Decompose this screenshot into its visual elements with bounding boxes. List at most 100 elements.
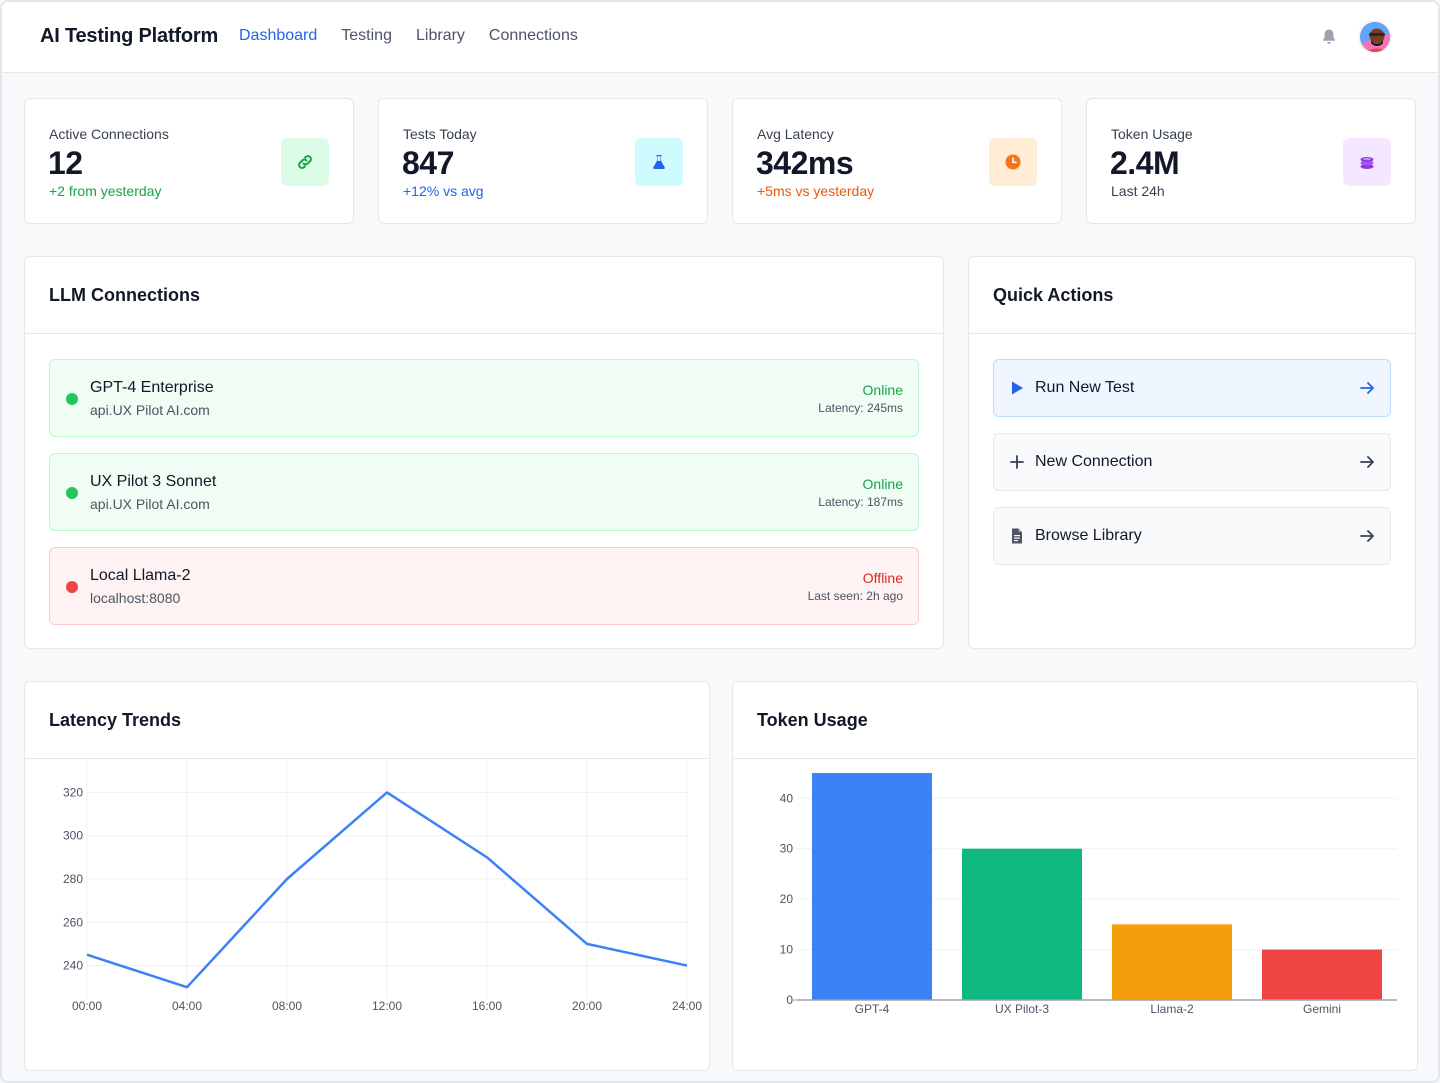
- token-usage-panel: Token Usage 0 10 20 30 40 GPT-4 UX Pilot-3 Llam…: [732, 681, 1418, 1071]
- stat-change: +12% vs avg: [403, 183, 484, 199]
- connection-name: UX Pilot 3 Sonnet: [90, 473, 217, 490]
- y-tick-label: 280: [63, 872, 83, 886]
- main-nav: Dashboard Testing Library Connections: [239, 27, 578, 45]
- stat-value: 12: [48, 145, 83, 181]
- stat-value: 2.4M: [1110, 145, 1180, 181]
- latency-series-line: [86, 791, 688, 989]
- latency-line-chart: 240 260 280 300 320 00:00 04:00 08:00 12:00 16:00…: [63, 760, 702, 1013]
- token-bar-chart: 0 10 20 30 40 GPT-4 UX Pilot-3 Llama-2 Gemini: [780, 773, 1397, 1016]
- connection-detail: Latency: 187ms: [818, 495, 903, 509]
- stat-card-tests-today: Tests Today 847 +12% vs avg: [378, 98, 708, 224]
- browse-library-button[interactable]: Browse Library: [993, 507, 1391, 565]
- connection-item[interactable]: Local Llama-2 localhost:8080 Offline Las…: [49, 547, 919, 625]
- action-label: New Connection: [1035, 453, 1153, 470]
- action-label: Browse Library: [1035, 527, 1142, 544]
- x-tick-label: Gemini: [1303, 1002, 1341, 1016]
- arrow-right-icon: [1358, 453, 1376, 471]
- nav-dashboard[interactable]: Dashboard: [239, 27, 318, 44]
- stat-value: 342ms: [756, 145, 854, 181]
- user-avatar[interactable]: [1358, 20, 1392, 54]
- stat-label: Active Connections: [49, 126, 169, 142]
- stat-card-active-connections: Active Connections 12 +2 from yesterday: [24, 98, 354, 224]
- new-connection-button[interactable]: New Connection: [993, 433, 1391, 491]
- connection-name: Local Llama-2: [90, 567, 191, 584]
- nav-testing[interactable]: Testing: [341, 27, 392, 44]
- bar: [812, 773, 932, 1000]
- y-tick-label: 40: [780, 791, 794, 805]
- arrow-right-icon: [1358, 527, 1376, 545]
- panel-title: Token Usage: [757, 710, 868, 730]
- x-tick-label: 04:00: [172, 999, 202, 1013]
- status-dot: [66, 393, 78, 405]
- y-tick-label: 240: [63, 959, 83, 973]
- play-icon: [1008, 379, 1026, 397]
- action-label: Run New Test: [1035, 379, 1135, 396]
- bar: [1262, 949, 1382, 1000]
- panel-title: Latency Trends: [49, 710, 182, 730]
- link-icon: [281, 138, 329, 186]
- top-navigation-bar: AI Testing Platform Dashboard Testing Li…: [2, 2, 1438, 73]
- divider: [969, 333, 1415, 334]
- bell-icon[interactable]: [1318, 26, 1340, 48]
- latency-trends-panel: Latency Trends 240 260 280 300 320 00:00 04:00…: [24, 681, 710, 1071]
- connection-host: api.UX Pilot AI.com: [90, 496, 210, 512]
- connection-detail: Latency: 245ms: [818, 401, 903, 415]
- y-tick-label: 260: [63, 915, 83, 929]
- x-tick-label: Llama-2: [1150, 1002, 1194, 1016]
- connection-host: api.UX Pilot AI.com: [90, 402, 210, 418]
- y-tick-label: 20: [780, 892, 794, 906]
- bar: [962, 848, 1082, 1000]
- status-dot: [66, 581, 78, 593]
- stat-label: Tests Today: [403, 126, 477, 142]
- x-tick-label: 20:00: [572, 999, 602, 1013]
- stat-change: +5ms vs yesterday: [757, 183, 875, 199]
- x-tick-label: UX Pilot-3: [995, 1002, 1049, 1016]
- document-icon: [1008, 527, 1026, 545]
- connection-host: localhost:8080: [90, 590, 181, 606]
- stat-change: +2 from yesterday: [49, 183, 162, 199]
- brand-title: AI Testing Platform: [40, 25, 219, 47]
- connection-name: GPT-4 Enterprise: [90, 379, 214, 396]
- y-tick-label: 300: [63, 829, 83, 843]
- connection-detail: Last seen: 2h ago: [807, 589, 903, 603]
- run-new-test-button[interactable]: Run New Test: [993, 359, 1391, 417]
- panel-title: Quick Actions: [993, 285, 1114, 305]
- x-tick-label: 12:00: [372, 999, 402, 1013]
- coins-icon: [1343, 138, 1391, 186]
- stat-label: Avg Latency: [757, 126, 834, 142]
- divider: [733, 758, 1417, 759]
- connection-status: Online: [862, 476, 903, 492]
- quick-actions-panel: Quick Actions Run New Test New Connectio…: [968, 256, 1416, 649]
- connection-item[interactable]: GPT-4 Enterprise api.UX Pilot AI.com Onl…: [49, 359, 919, 437]
- stat-card-token-usage: Token Usage 2.4M Last 24h: [1086, 98, 1416, 224]
- y-tick-label: 0: [786, 993, 793, 1007]
- connection-item[interactable]: UX Pilot 3 Sonnet api.UX Pilot AI.com On…: [49, 453, 919, 531]
- y-tick-label: 320: [63, 785, 83, 799]
- nav-connections[interactable]: Connections: [488, 27, 578, 44]
- y-tick-label: 30: [780, 842, 794, 856]
- x-tick-label: 16:00: [472, 999, 502, 1013]
- clock-icon: [989, 138, 1037, 186]
- arrow-right-icon: [1358, 379, 1376, 397]
- x-tick-label: 08:00: [272, 999, 302, 1013]
- x-tick-label: 00:00: [72, 999, 102, 1013]
- x-tick-label: 24:00: [672, 999, 702, 1013]
- flask-icon: [635, 138, 683, 186]
- plus-icon: [1008, 453, 1026, 471]
- stat-value: 847: [402, 145, 454, 181]
- divider: [25, 758, 709, 759]
- nav-library[interactable]: Library: [415, 27, 465, 44]
- stat-card-avg-latency: Avg Latency 342ms +5ms vs yesterday: [732, 98, 1062, 224]
- stat-label: Token Usage: [1111, 126, 1193, 142]
- panel-title: LLM Connections: [49, 285, 200, 305]
- connection-status: Offline: [862, 570, 903, 586]
- stat-change: Last 24h: [1111, 183, 1165, 199]
- x-tick-label: GPT-4: [855, 1002, 890, 1016]
- bar: [1112, 924, 1232, 1000]
- llm-connections-panel: LLM Connections GPT-4 Enterprise api.UX …: [24, 256, 944, 649]
- connection-status: Online: [862, 382, 903, 398]
- divider: [25, 333, 943, 334]
- y-tick-label: 10: [780, 943, 794, 957]
- status-dot: [66, 487, 78, 499]
